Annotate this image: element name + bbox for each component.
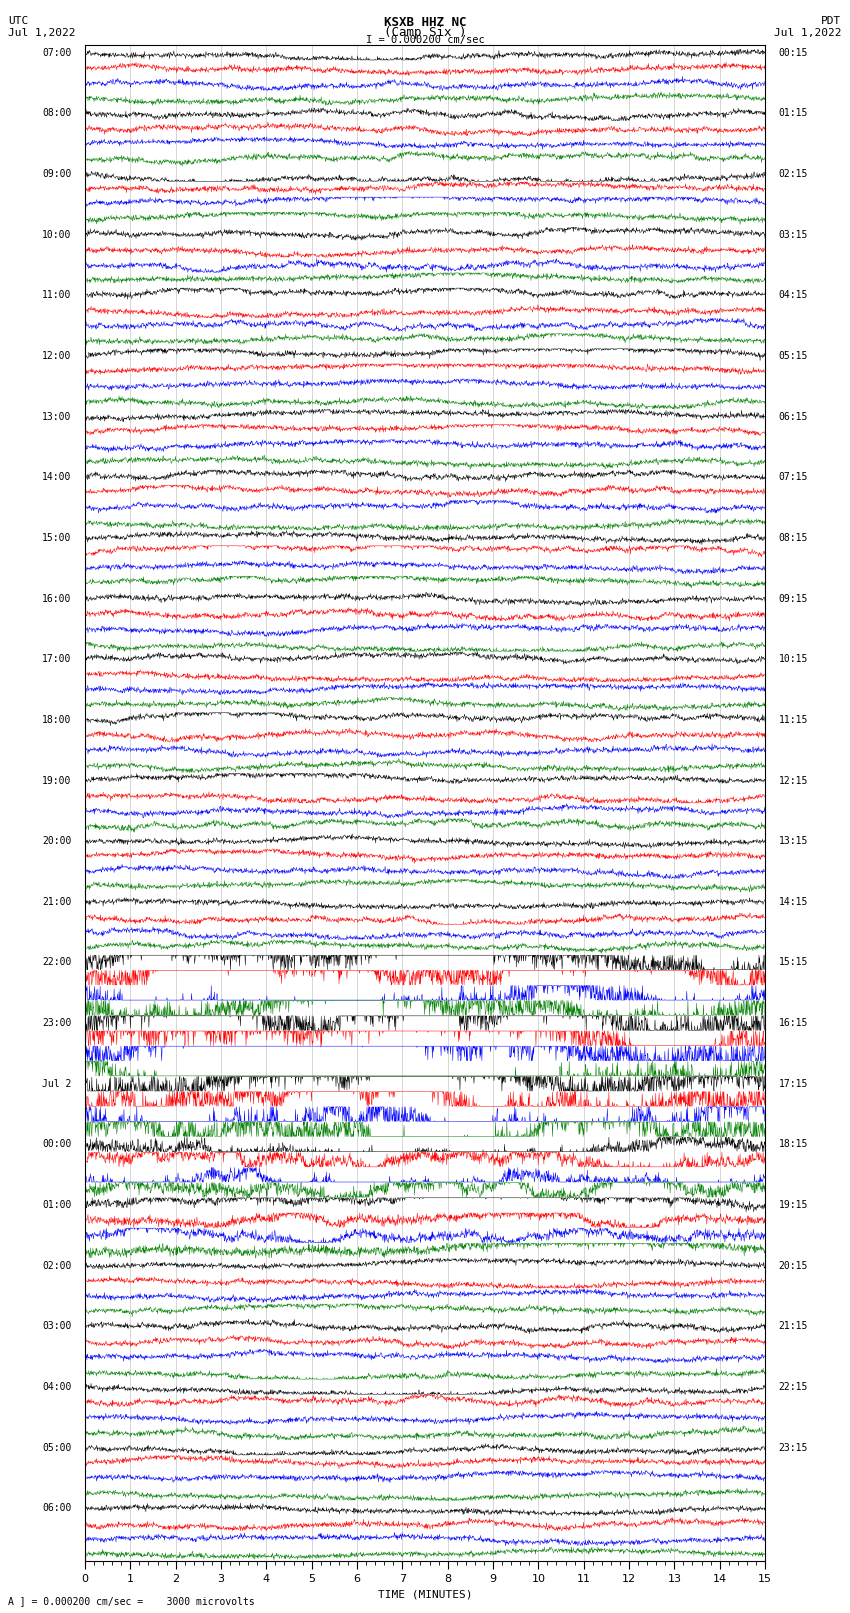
Text: 14:00: 14:00 — [42, 473, 71, 482]
Text: 23:00: 23:00 — [42, 1018, 71, 1027]
Text: 16:00: 16:00 — [42, 594, 71, 603]
Text: 15:15: 15:15 — [779, 958, 808, 968]
Text: 07:15: 07:15 — [779, 473, 808, 482]
Text: 01:15: 01:15 — [779, 108, 808, 118]
Text: 21:15: 21:15 — [779, 1321, 808, 1331]
Text: 04:00: 04:00 — [42, 1382, 71, 1392]
Text: 14:15: 14:15 — [779, 897, 808, 907]
Text: 18:15: 18:15 — [779, 1139, 808, 1150]
Text: 15:00: 15:00 — [42, 532, 71, 544]
Text: 07:00: 07:00 — [42, 48, 71, 58]
Text: 00:15: 00:15 — [779, 48, 808, 58]
Text: 17:15: 17:15 — [779, 1079, 808, 1089]
Text: 10:15: 10:15 — [779, 655, 808, 665]
Text: 20:15: 20:15 — [779, 1261, 808, 1271]
Text: 21:00: 21:00 — [42, 897, 71, 907]
Text: 12:15: 12:15 — [779, 776, 808, 786]
Text: 01:00: 01:00 — [42, 1200, 71, 1210]
Text: UTC
Jul 1,2022: UTC Jul 1,2022 — [8, 16, 76, 37]
Text: 06:15: 06:15 — [779, 411, 808, 421]
Text: 05:15: 05:15 — [779, 352, 808, 361]
Text: 02:15: 02:15 — [779, 169, 808, 179]
Text: I = 0.000200 cm/sec: I = 0.000200 cm/sec — [366, 35, 484, 45]
Text: 16:15: 16:15 — [779, 1018, 808, 1027]
Text: 19:00: 19:00 — [42, 776, 71, 786]
Text: 22:15: 22:15 — [779, 1382, 808, 1392]
Text: 20:00: 20:00 — [42, 836, 71, 847]
Text: 23:15: 23:15 — [779, 1442, 808, 1453]
Text: 11:15: 11:15 — [779, 715, 808, 724]
Text: 00:00: 00:00 — [42, 1139, 71, 1150]
Text: 04:15: 04:15 — [779, 290, 808, 300]
X-axis label: TIME (MINUTES): TIME (MINUTES) — [377, 1589, 473, 1600]
Text: Jul 2: Jul 2 — [42, 1079, 71, 1089]
Text: 11:00: 11:00 — [42, 290, 71, 300]
Text: 10:00: 10:00 — [42, 229, 71, 240]
Text: 18:00: 18:00 — [42, 715, 71, 724]
Text: 22:00: 22:00 — [42, 958, 71, 968]
Text: 12:00: 12:00 — [42, 352, 71, 361]
Text: 02:00: 02:00 — [42, 1261, 71, 1271]
Text: 17:00: 17:00 — [42, 655, 71, 665]
Text: 08:00: 08:00 — [42, 108, 71, 118]
Text: 13:15: 13:15 — [779, 836, 808, 847]
Text: (Camp Six ): (Camp Six ) — [383, 26, 467, 39]
Text: 05:00: 05:00 — [42, 1442, 71, 1453]
Text: 03:00: 03:00 — [42, 1321, 71, 1331]
Text: 08:15: 08:15 — [779, 532, 808, 544]
Text: 03:15: 03:15 — [779, 229, 808, 240]
Text: 13:00: 13:00 — [42, 411, 71, 421]
Text: A ] = 0.000200 cm/sec =    3000 microvolts: A ] = 0.000200 cm/sec = 3000 microvolts — [8, 1597, 255, 1607]
Text: 09:15: 09:15 — [779, 594, 808, 603]
Text: KSXB HHZ NC: KSXB HHZ NC — [383, 16, 467, 29]
Text: PDT
Jul 1,2022: PDT Jul 1,2022 — [774, 16, 842, 37]
Text: 19:15: 19:15 — [779, 1200, 808, 1210]
Text: 06:00: 06:00 — [42, 1503, 71, 1513]
Text: 09:00: 09:00 — [42, 169, 71, 179]
